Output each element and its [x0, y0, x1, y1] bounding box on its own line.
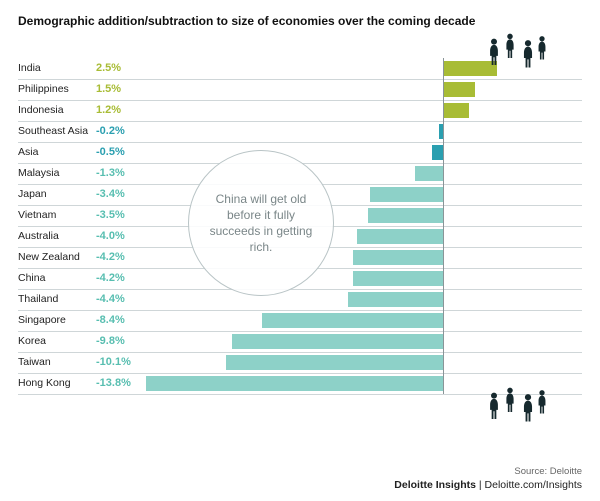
callout-circle: China will get old before it fully succe…	[188, 150, 334, 296]
row-value: 1.5%	[96, 79, 144, 100]
row-value: -4.2%	[96, 268, 144, 289]
bar	[353, 271, 443, 286]
bar	[226, 355, 443, 370]
row-value: -13.8%	[96, 373, 144, 394]
bar	[368, 208, 443, 223]
row-label: Hong Kong	[18, 373, 96, 394]
callout-text: China will get old before it fully succe…	[207, 191, 315, 256]
table-row: Asia-0.5%	[18, 142, 582, 163]
row-label: Singapore	[18, 310, 96, 331]
row-value: -4.2%	[96, 247, 144, 268]
row-label: Vietnam	[18, 205, 96, 226]
bar	[353, 250, 443, 265]
row-label: Malaysia	[18, 163, 96, 184]
row-value: -9.8%	[96, 331, 144, 352]
row-value: 2.5%	[96, 58, 144, 79]
bar	[415, 166, 443, 181]
brand-text: Deloitte Insights | Deloitte.com/Insight…	[394, 479, 582, 491]
bar	[146, 376, 443, 391]
row-value: 1.2%	[96, 100, 144, 121]
bar	[348, 292, 443, 307]
row-value: -4.0%	[96, 226, 144, 247]
row-value: -0.5%	[96, 142, 144, 163]
bar	[357, 229, 443, 244]
table-row: Southeast Asia-0.2%	[18, 121, 582, 142]
table-row: Taiwan-10.1%	[18, 352, 582, 373]
table-row: Singapore-8.4%	[18, 310, 582, 331]
bar	[443, 82, 475, 97]
row-label: Southeast Asia	[18, 121, 96, 142]
people-bottom-icon	[480, 378, 560, 423]
row-label: New Zealand	[18, 247, 96, 268]
row-label: Asia	[18, 142, 96, 163]
row-label: Taiwan	[18, 352, 96, 373]
row-value: -0.2%	[96, 121, 144, 142]
bar	[262, 313, 443, 328]
table-row: Korea-9.8%	[18, 331, 582, 352]
row-value: -3.5%	[96, 205, 144, 226]
table-row: Indonesia1.2%	[18, 100, 582, 121]
row-label: Japan	[18, 184, 96, 205]
row-label: Philippines	[18, 79, 96, 100]
row-label: Korea	[18, 331, 96, 352]
row-label: India	[18, 58, 96, 79]
table-row: Philippines1.5%	[18, 79, 582, 100]
table-row: Thailand-4.4%	[18, 289, 582, 310]
row-value: -4.4%	[96, 289, 144, 310]
brand-bold: Deloitte Insights	[394, 479, 476, 491]
row-label: Indonesia	[18, 100, 96, 121]
bar	[370, 187, 443, 202]
people-top-icon	[480, 24, 560, 69]
zero-axis	[443, 58, 444, 394]
row-label: China	[18, 268, 96, 289]
bar	[432, 145, 443, 160]
row-value: -8.4%	[96, 310, 144, 331]
brand-rest: | Deloitte.com/Insights	[476, 479, 582, 491]
row-value: -1.3%	[96, 163, 144, 184]
row-value: -10.1%	[96, 352, 144, 373]
bar	[443, 103, 469, 118]
row-value: -3.4%	[96, 184, 144, 205]
row-label: Thailand	[18, 289, 96, 310]
bar	[232, 334, 443, 349]
row-label: Australia	[18, 226, 96, 247]
source-text: Source: Deloitte	[514, 466, 582, 477]
